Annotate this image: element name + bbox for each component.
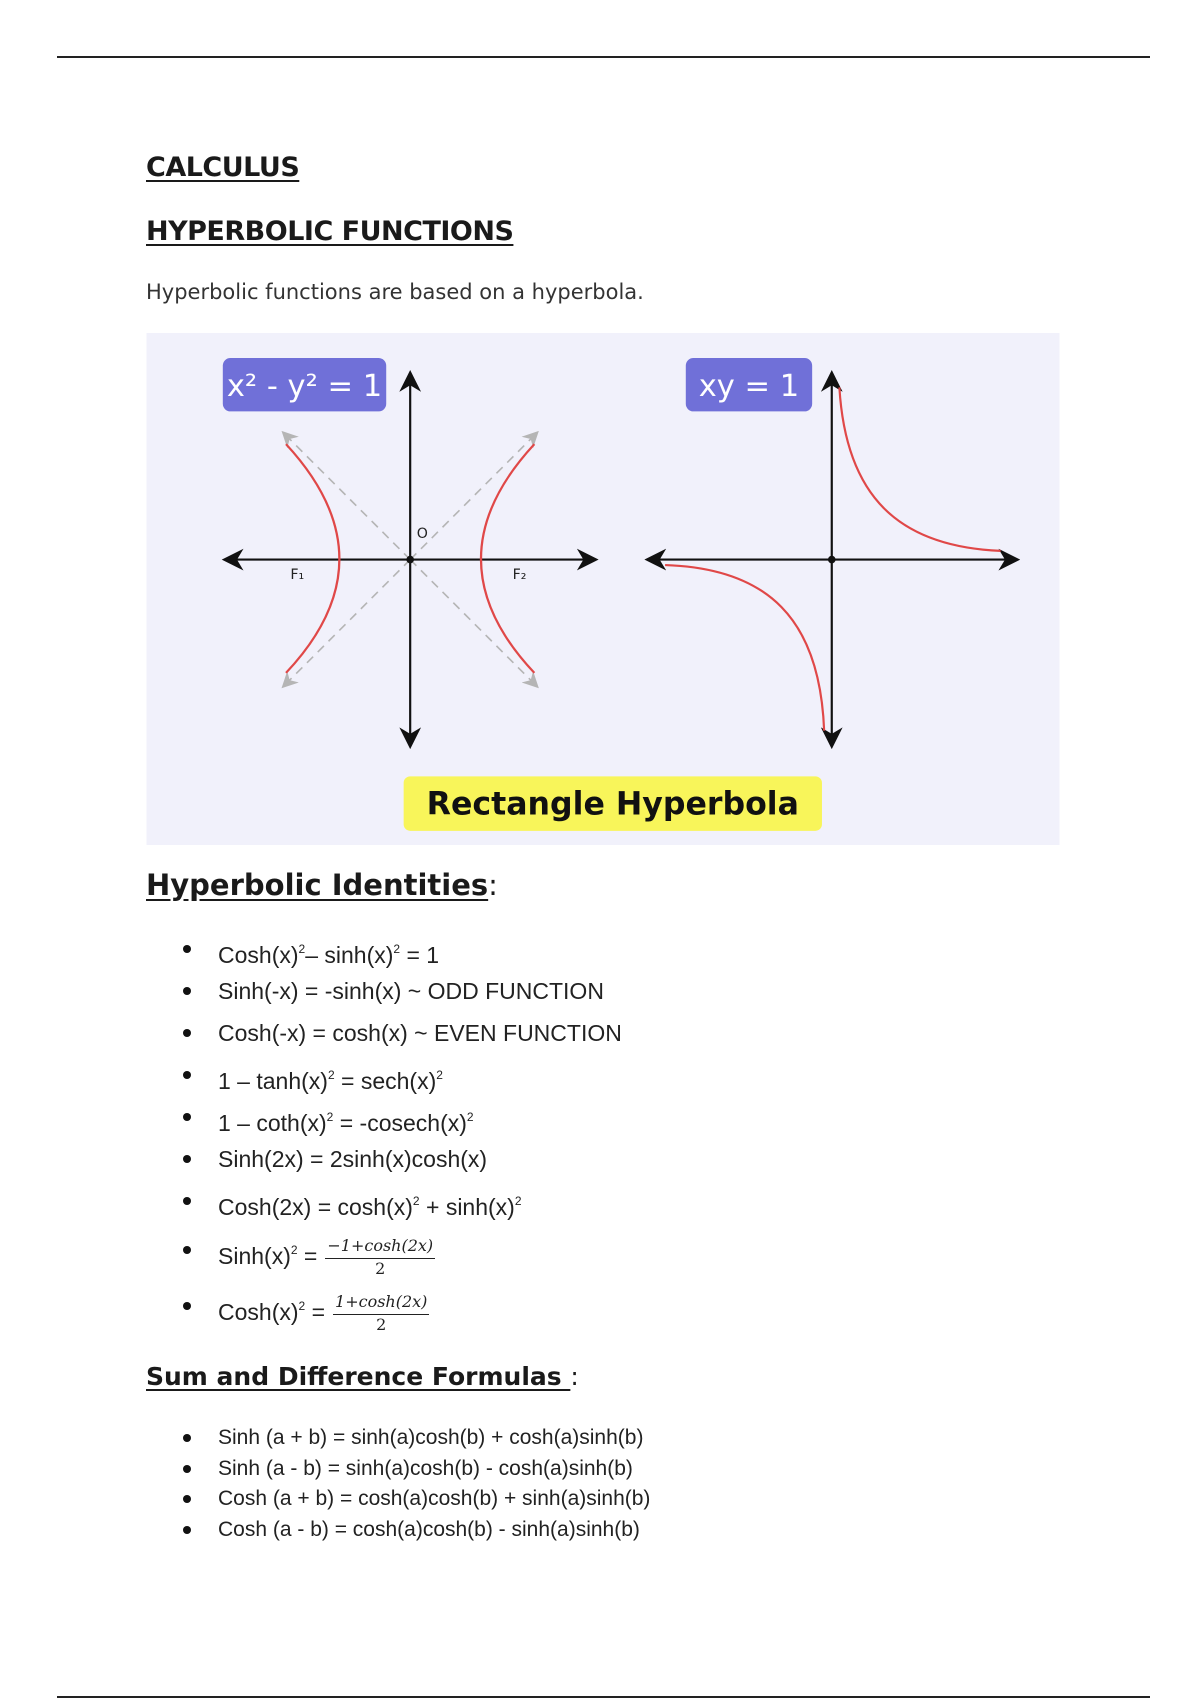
xy-curve-upper: [838, 387, 1001, 552]
list-item: Cosh(x)2– sinh(x)2 = 1: [180, 928, 622, 970]
origin-dot: [406, 555, 414, 564]
sums-title: Sum and Difference Formulas: [146, 1362, 571, 1391]
diagram-background: [146, 333, 1060, 845]
fraction: −1+cosh(2x) 2: [325, 1236, 436, 1279]
list-item: Sinh (a + b) = sinh(a)cosh(b) + cosh(a)s…: [180, 1423, 650, 1454]
list-item: Cosh(x)2 = 1+cosh(2x) 2: [180, 1278, 622, 1334]
focus1-label: F₁: [290, 567, 304, 583]
list-item: Cosh (a + b) = cosh(a)cosh(b) + sinh(a)s…: [180, 1484, 650, 1515]
caption-box: [403, 776, 822, 831]
right-label: xy = 1: [699, 369, 799, 404]
identities-title: Hyperbolic Identities: [146, 868, 489, 902]
list-item: Sinh (a - b) = sinh(a)cosh(b) - cosh(a)s…: [180, 1454, 650, 1485]
hyperbola-left-branch: [285, 443, 341, 674]
origin-dot: [827, 555, 836, 564]
bottom-rule: [57, 1696, 1150, 1698]
heading-calculus: CALCULUS: [146, 152, 300, 183]
list-item: Cosh (a - b) = cosh(a)cosh(b) - sinh(a)s…: [180, 1515, 650, 1546]
caption: Rectangle Hyperbola: [427, 786, 799, 822]
hyperbola-right-branch: [480, 443, 536, 674]
colon: :: [570, 1362, 579, 1391]
heading-hyperbolic-functions: HYPERBOLIC FUNCTIONS: [146, 216, 514, 247]
sums-heading: Sum and Difference Formulas :: [146, 1362, 579, 1391]
list-item: Cosh(2x) = cosh(x)2 + sinh(x)2: [180, 1180, 622, 1222]
list-item: Sinh(-x) = -sinh(x) ~ ODD FUNCTION: [180, 970, 622, 1012]
colon: :: [488, 868, 498, 902]
hyperbola-diagram: O F₁ F₂ x² - y² = 1 xy = 1 Rectangle Hyp…: [146, 333, 1060, 845]
fraction: 1+cosh(2x) 2: [333, 1292, 430, 1335]
identities-heading: Hyperbolic Identities:: [146, 868, 498, 902]
xy-curve-lower: [665, 563, 826, 731]
list-item: 1 – tanh(x)2 = sech(x)2: [180, 1054, 622, 1096]
list-item: Sinh(x)2 = −1+cosh(2x) 2: [180, 1222, 622, 1278]
right-label-box: [685, 358, 813, 412]
left-label-box: [222, 358, 387, 412]
origin-label: O: [417, 526, 428, 542]
list-item: Cosh(-x) = cosh(x) ~ EVEN FUNCTION: [180, 1012, 622, 1054]
list-item: 1 – coth(x)2 = -cosech(x)2: [180, 1096, 622, 1138]
list-item: Sinh(2x) = 2sinh(x)cosh(x): [180, 1138, 622, 1180]
focus2-label: F₂: [513, 567, 527, 583]
left-label: x² - y² = 1: [227, 369, 382, 404]
identities-list: Cosh(x)2– sinh(x)2 = 1 Sinh(-x) = -sinh(…: [180, 928, 622, 1334]
sums-list: Sinh (a + b) = sinh(a)cosh(b) + cosh(a)s…: [180, 1423, 650, 1545]
intro-text: Hyperbolic functions are based on a hype…: [146, 280, 644, 304]
top-rule: [57, 56, 1150, 58]
